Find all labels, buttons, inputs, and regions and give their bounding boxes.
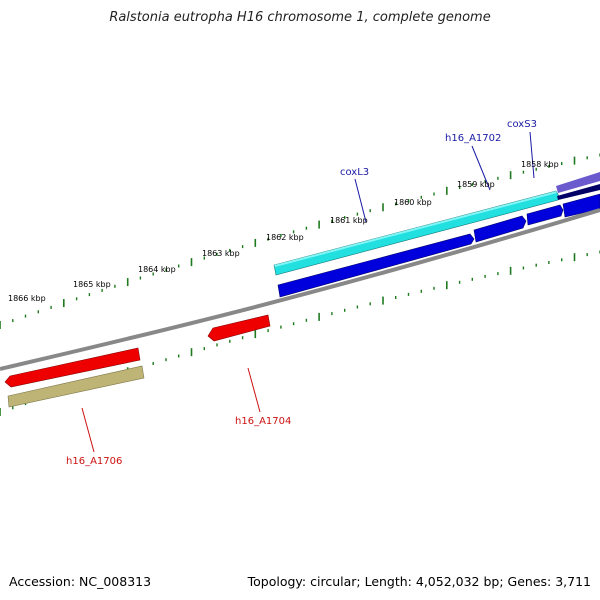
label-h16-A1702[interactable]: h16_A1702: [445, 133, 501, 144]
tick-label-1858: 1858 kbp: [521, 160, 559, 169]
accession-text: Accession: NC_008313: [9, 574, 152, 589]
feature-coxS3-cds[interactable]: [556, 172, 600, 200]
scale-labels: 1858 kbp 1859 kbp 1860 kbp 1861 kbp 1862…: [8, 160, 559, 303]
page-title: Ralstonia eutropha H16 chromosome 1, com…: [109, 10, 491, 25]
lower-tick-row: [0, 250, 600, 416]
feature-h16-A1706-cds[interactable]: [4, 347, 141, 388]
feature-labels: coxS3 h16_A1702 coxL3 h16_A1704 h16_A170…: [66, 119, 537, 467]
feature-h16-A1704-cds[interactable]: [207, 314, 271, 342]
label-h16-A1704[interactable]: h16_A1704: [235, 416, 291, 427]
label-coxS3[interactable]: coxS3: [507, 119, 537, 130]
tick-label-1865: 1865 kbp: [73, 280, 111, 289]
tick-label-1863: 1863 kbp: [202, 249, 240, 258]
upper-tick-row: [0, 153, 600, 329]
tick-label-1862: 1862 kbp: [266, 233, 304, 242]
feature-h16-A1702-cds[interactable]: [277, 193, 600, 298]
summary-text: Topology: circular; Length: 4,052,032 bp…: [247, 574, 591, 589]
tick-label-1864: 1864 kbp: [138, 265, 176, 274]
tick-label-1866: 1866 kbp: [8, 294, 46, 303]
tick-label-1860: 1860 kbp: [394, 198, 432, 207]
callout-lines: [81, 131, 535, 453]
chromosome-backbone: [0, 208, 600, 371]
label-h16-A1706[interactable]: h16_A1706: [66, 456, 122, 467]
tick-label-1859: 1859 kbp: [457, 180, 495, 189]
tick-label-1861: 1861 kbp: [330, 216, 368, 225]
label-coxL3[interactable]: coxL3: [340, 167, 369, 178]
feature-h16-A1706-gene[interactable]: [7, 365, 145, 408]
